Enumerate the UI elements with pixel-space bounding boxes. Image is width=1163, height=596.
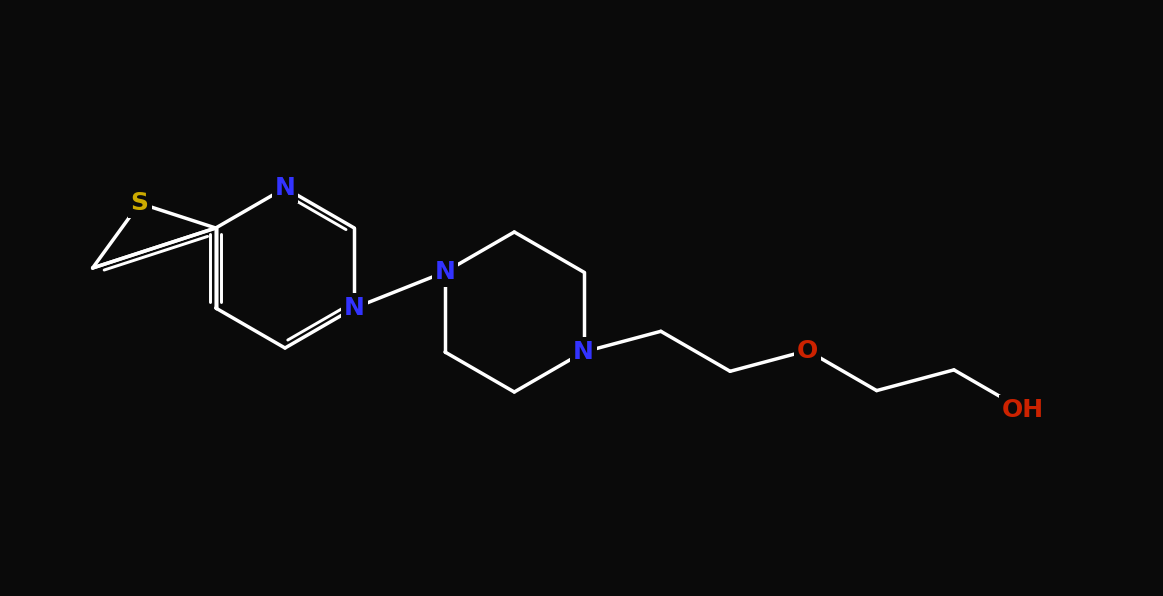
Text: N: N [435,260,456,284]
Text: OH: OH [1003,398,1044,422]
Text: S: S [130,191,149,215]
Text: O: O [797,339,818,362]
Text: N: N [573,340,594,364]
Text: N: N [274,176,295,200]
Text: N: N [344,296,365,320]
